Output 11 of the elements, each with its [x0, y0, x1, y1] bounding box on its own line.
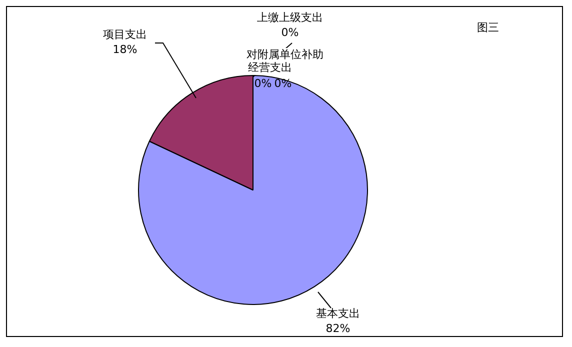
slice-label: 项目支出 — [103, 28, 147, 41]
text: 0% — [254, 76, 272, 90]
data-label: 82% — [326, 322, 350, 335]
category-label: 经营支出 — [248, 60, 292, 74]
data-label: 18% — [112, 42, 138, 56]
category-label: 对附属单位补助 — [246, 48, 324, 61]
slice-label: 基本支出 — [316, 306, 360, 320]
text: 图三 — [477, 20, 499, 34]
text: 0% — [274, 76, 292, 90]
text: 0% — [281, 26, 299, 39]
category-label: 上缴上级支出 — [257, 10, 323, 24]
